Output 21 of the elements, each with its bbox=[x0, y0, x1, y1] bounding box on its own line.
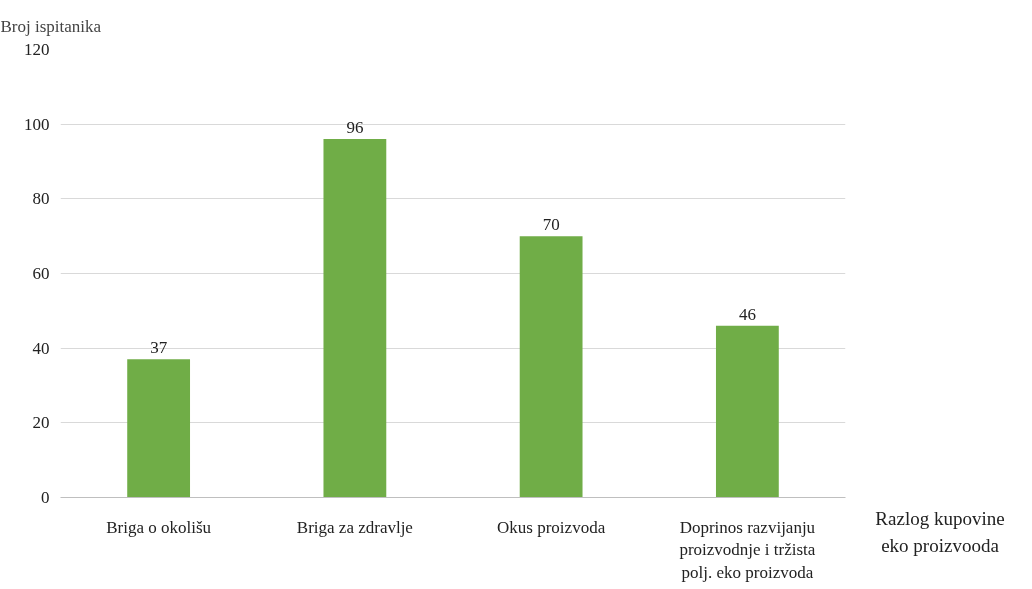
x-tick-label: Briga o okolišu bbox=[106, 517, 212, 537]
x-axis-title: Razlog kupovine eko proizvooda bbox=[875, 507, 1005, 559]
bar bbox=[519, 236, 583, 498]
bar bbox=[323, 139, 387, 498]
x-tick-label: Briga za zdravlje bbox=[296, 517, 413, 537]
x-tick-label: Doprinos razvijanju proizvodnje i tržista polj. eko proizvoda bbox=[679, 517, 816, 583]
data-label: 70 bbox=[542, 215, 560, 235]
x-tick-label: Okus proizvoda bbox=[497, 517, 606, 537]
y-tick-label: 40 bbox=[32, 338, 50, 358]
bar bbox=[127, 359, 191, 498]
y-tick-label: 120 bbox=[24, 40, 50, 59]
data-label: 96 bbox=[346, 118, 364, 138]
y-tick-label: 100 bbox=[24, 114, 50, 134]
data-label: 46 bbox=[738, 304, 756, 324]
y-tick-label: 80 bbox=[32, 189, 50, 209]
y-tick-label: 60 bbox=[32, 264, 50, 283]
y-tick-label: 0 bbox=[41, 488, 50, 507]
y-tick-label: 20 bbox=[32, 413, 50, 433]
data-label: 37 bbox=[150, 338, 168, 358]
bar bbox=[715, 325, 779, 498]
y-axis-title: Broj ispitanika bbox=[0, 16, 102, 36]
